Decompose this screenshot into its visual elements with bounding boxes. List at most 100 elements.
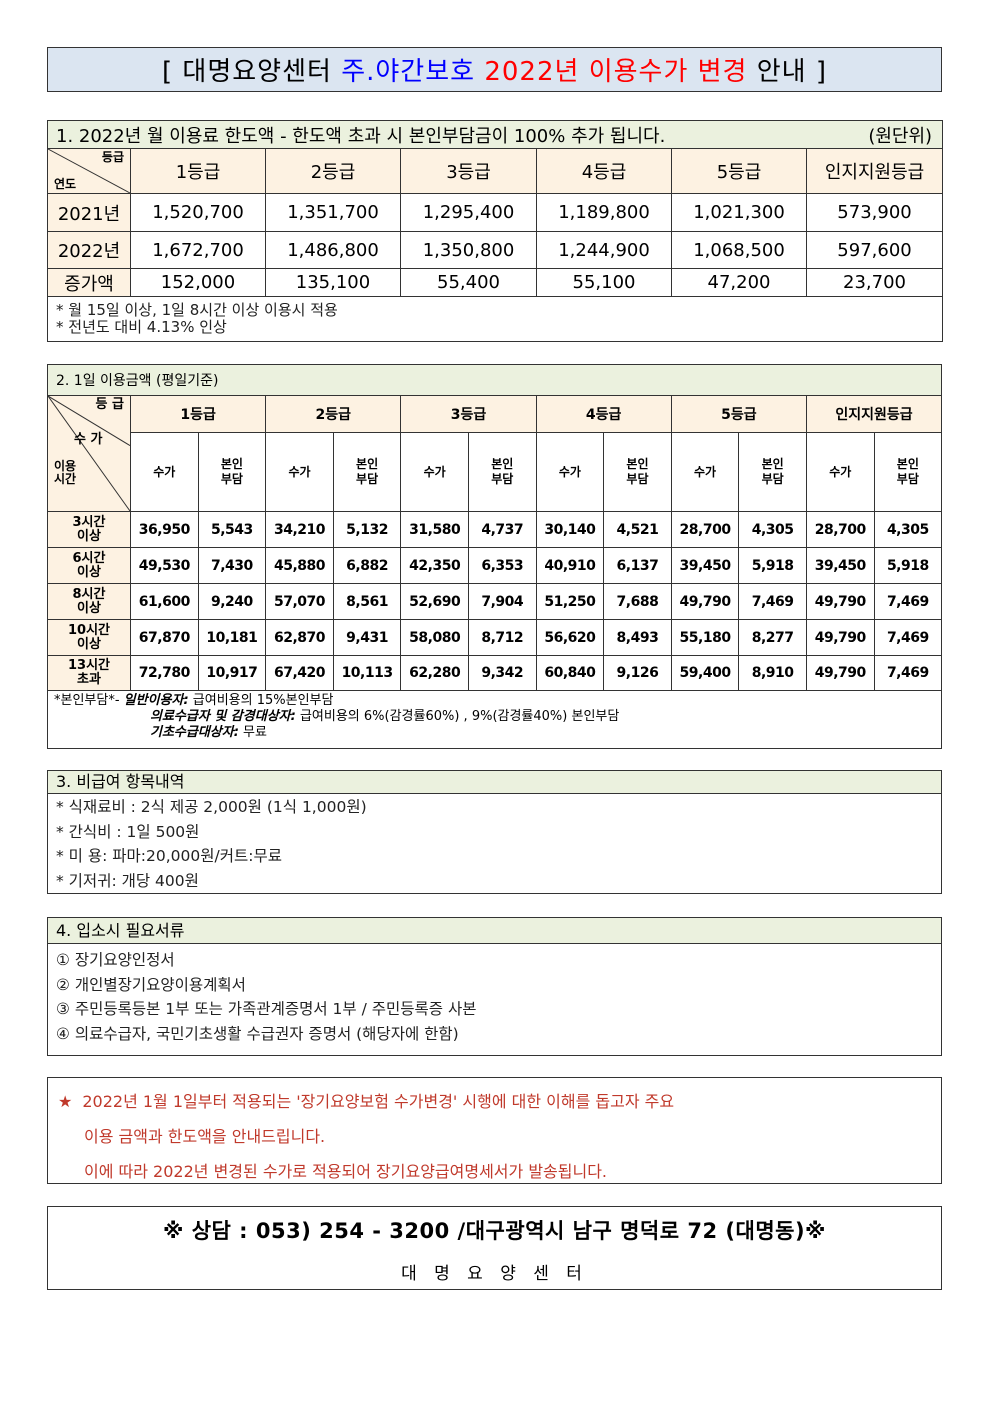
table-cell: 7,904 xyxy=(467,583,537,620)
table-cell: 1,350,800 xyxy=(400,231,537,269)
table-cell: 1,021,300 xyxy=(671,193,807,232)
table-row: 2022년 1,672,700 1,486,800 1,350,800 1,244,90… xyxy=(47,231,944,269)
section2-notes: *본인부담*- 일반이용자: 급여비용의 15%본인부담 의료수급자 및 감경대… xyxy=(46,690,943,749)
table-cell: 1,672,700 xyxy=(130,231,266,269)
table-cell: 152,000 xyxy=(130,268,266,297)
table-cell: 7,469 xyxy=(873,655,943,691)
corner-header: 등급 연도 xyxy=(47,148,131,194)
title-change: 2022년 이용수가 변경 xyxy=(484,57,757,87)
required-documents: 4. 입소시 필요서류 ① 장기요양인정서 ② 개인별장기요양이용계획서 ③ 주민등… xyxy=(47,917,942,1056)
table-cell: 1,189,800 xyxy=(536,193,672,232)
star-icon: ★ xyxy=(58,1092,73,1111)
monthly-limit-table: 1. 2022년 월 이용료 한도액 - 한도액 초과 시 본인부담금이 100… xyxy=(46,120,944,342)
table-cell: 4,737 xyxy=(467,511,537,548)
fee-subheader: 수가 xyxy=(400,432,469,512)
section1-heading: 1. 2022년 월 이용료 한도액 - 한도액 초과 시 본인부담금이 100… xyxy=(46,120,944,149)
table-cell: 51,250 xyxy=(535,583,605,620)
table-cell: 7,469 xyxy=(873,619,943,656)
table-cell: 34,210 xyxy=(265,511,334,548)
fee-subheader: 수가 xyxy=(670,432,740,512)
table-cell: 6,353 xyxy=(467,547,537,584)
table-cell: 28,700 xyxy=(805,511,875,548)
table-cell: 62,280 xyxy=(400,655,469,691)
table-cell: 5,543 xyxy=(197,511,267,548)
table-cell: 4,305 xyxy=(873,511,943,548)
table-cell: 39,450 xyxy=(670,547,740,584)
list-item: * 미 용: 파마:20,000원/커트:무료 xyxy=(56,847,282,865)
table-cell: 57,070 xyxy=(265,583,334,620)
table-cell: 9,431 xyxy=(332,619,402,656)
list-item: * 기저귀: 개당 400원 xyxy=(56,871,199,890)
fee-subheader: 수가 xyxy=(805,432,875,512)
table-cell: 31,580 xyxy=(400,511,469,548)
title-service: 주.야간보호 xyxy=(341,57,485,87)
center-name: 대 명 요 양 센 터 xyxy=(401,1264,588,1284)
table-cell: 10,113 xyxy=(332,655,402,691)
table-cell: 61,600 xyxy=(130,583,199,620)
row-label: 13시간 초과 xyxy=(47,655,131,691)
table-row: 10시간 이상 67,870 10,181 62,870 9,431 58,080 8,71… xyxy=(47,619,943,656)
grade-header: 3등급 xyxy=(400,148,537,194)
table-cell: 67,870 xyxy=(130,619,199,656)
table-row: 증가액 152,000 135,100 55,400 55,100 47,200 23,70… xyxy=(47,268,944,297)
table-cell: 23,700 xyxy=(805,268,944,297)
section1-notes: * 월 15일 이상, 1일 8시간 이상 이용시 적용 * 전년도 대비 4.1… xyxy=(46,296,944,342)
row-label: 10시간 이상 xyxy=(47,619,131,656)
list-item: ② 개인별장기요양이용계획서 xyxy=(56,975,246,994)
table-row: 8시간 이상 61,600 9,240 57,070 8,561 52,690 7,904 5… xyxy=(47,583,943,620)
table-cell: 62,870 xyxy=(265,619,334,656)
copay-subheader: 본인 부담 xyxy=(873,432,943,512)
table-cell: 1,351,700 xyxy=(265,193,401,232)
table-cell: 47,200 xyxy=(671,268,807,297)
table-cell: 8,712 xyxy=(467,619,537,656)
table-cell: 40,910 xyxy=(535,547,605,584)
table-cell: 8,910 xyxy=(738,655,807,691)
table-cell: 7,688 xyxy=(603,583,672,620)
table-row: 3시간 이상 36,950 5,543 34,210 5,132 31,580 4,737 3… xyxy=(47,511,943,548)
copay-subheader: 본인 부담 xyxy=(603,432,672,512)
table-cell: 9,240 xyxy=(197,583,267,620)
table-cell: 55,100 xyxy=(536,268,672,297)
table-cell: 8,277 xyxy=(738,619,807,656)
list-item: ① 장기요양인정서 xyxy=(56,951,175,969)
table-cell: 8,561 xyxy=(332,583,402,620)
fee-subheader: 수가 xyxy=(130,432,199,512)
table-cell: 36,950 xyxy=(130,511,199,548)
table-cell: 9,126 xyxy=(603,655,672,691)
table-cell: 9,342 xyxy=(467,655,537,691)
table-row: 13시간 초과 72,780 10,917 67,420 10,113 62,280 9,3… xyxy=(47,655,943,691)
list-item: * 간식비 : 1일 500원 xyxy=(56,822,200,841)
table-cell: 7,469 xyxy=(738,583,807,620)
table-cell: 4,305 xyxy=(738,511,807,548)
notice-box: ★ 2022년 1월 1일부터 적용되는 '장기요양보험 수가변경' 시행에 대한… xyxy=(47,1077,942,1184)
title-end: 안내 ] xyxy=(756,57,827,87)
grade-header: 인지지원등급 xyxy=(805,395,943,433)
table-cell: 39,450 xyxy=(805,547,875,584)
table-cell: 28,700 xyxy=(670,511,740,548)
table-cell: 72,780 xyxy=(130,655,199,691)
non-covered-items: 3. 비급여 항목내역 * 식재료비 : 2식 제공 2,000원 (1식 1,… xyxy=(47,770,942,894)
grade-header: 4등급 xyxy=(535,395,672,433)
contact-info: ※ 상담 : 053) 254 - 3200 /대구광역시 남구 명덕로 72 … xyxy=(163,1219,826,1243)
grade-header: 1등급 xyxy=(129,395,267,433)
table-cell: 5,132 xyxy=(332,511,402,548)
table-cell: 1,486,800 xyxy=(265,231,401,269)
table-cell: 55,400 xyxy=(400,268,537,297)
table-cell: 55,180 xyxy=(670,619,740,656)
table-cell: 4,521 xyxy=(603,511,672,548)
table-cell: 7,469 xyxy=(873,583,943,620)
table-cell: 49,530 xyxy=(130,547,199,584)
row-label: 2021년 xyxy=(47,193,131,232)
table-cell: 52,690 xyxy=(400,583,469,620)
row-label: 3시간 이상 xyxy=(47,511,131,548)
table-cell: 60,840 xyxy=(535,655,605,691)
copay-subheader: 본인 부담 xyxy=(332,432,402,512)
contact-box: ※ 상담 : 053) 254 - 3200 /대구광역시 남구 명덕로 72 … xyxy=(47,1206,942,1290)
row-label: 증가액 xyxy=(47,268,131,297)
list-item: ③ 주민등록등본 1부 또는 가족관계증명서 1부 / 주민등록증 사본 xyxy=(56,1000,477,1018)
table-cell: 6,882 xyxy=(332,547,402,584)
fee-subheader: 수가 xyxy=(265,432,334,512)
table-cell: 49,790 xyxy=(670,583,740,620)
